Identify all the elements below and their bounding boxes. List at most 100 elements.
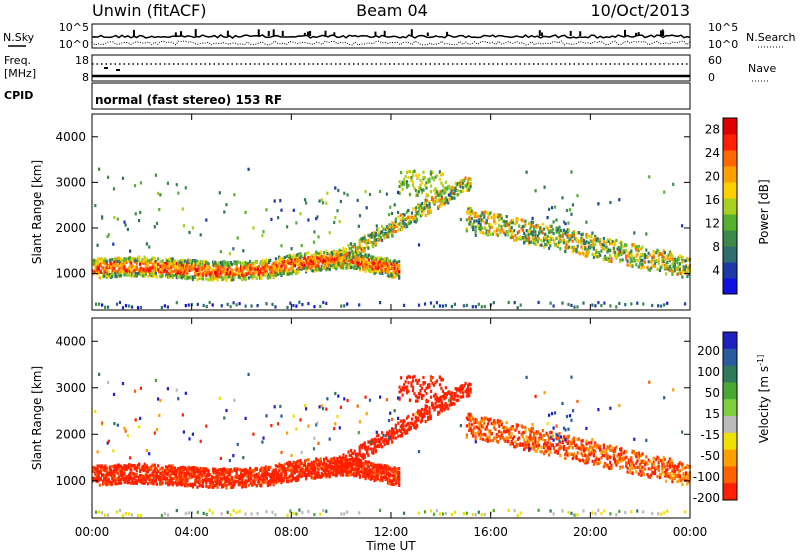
echo-cell (153, 431, 156, 435)
echo-cell (124, 223, 127, 227)
echo-cell (373, 444, 376, 448)
echo-cell (319, 459, 322, 463)
echo-cell (366, 264, 369, 268)
echo-cell (144, 472, 147, 476)
echo-cell (569, 237, 572, 241)
echo-cell (251, 469, 254, 473)
echo-cell (391, 223, 394, 228)
echo-cell (393, 259, 396, 263)
echo-cell (356, 250, 359, 254)
echo-cell (187, 303, 190, 307)
echo-cell (389, 265, 392, 269)
echo-cell (401, 217, 404, 221)
echo-cell (294, 269, 298, 273)
echo-cell (440, 172, 443, 176)
echo-cell (216, 278, 219, 282)
echo-cell (465, 188, 468, 192)
echo-cell (422, 175, 425, 179)
echo-cell (327, 470, 330, 474)
echo-cell (496, 228, 500, 232)
echo-cell (640, 252, 643, 256)
echo-cell (105, 268, 108, 272)
echo-cell (199, 266, 202, 270)
echo-cell (190, 276, 193, 280)
echo-cell (189, 467, 192, 472)
echo-cell (277, 265, 280, 269)
echo-cell (564, 222, 567, 226)
echo-cell (289, 461, 292, 465)
echo-cell (131, 464, 134, 468)
echo-cell (490, 225, 493, 229)
echo-cell (428, 177, 431, 181)
echo-cell (671, 262, 674, 266)
echo-cell (269, 483, 272, 487)
echo-cell (99, 466, 102, 470)
echo-cell (215, 275, 218, 279)
echo-cell (229, 305, 232, 309)
echo-cell (367, 465, 370, 469)
echo-cell (339, 199, 342, 204)
echo-cell (609, 304, 612, 308)
echo-cell (105, 259, 108, 263)
echo-cell (214, 484, 217, 488)
echo-cell (153, 266, 156, 270)
echo-cell (377, 227, 380, 231)
echo-cell (197, 261, 200, 266)
echo-cell (342, 453, 345, 457)
echo-cell (374, 233, 377, 237)
echo-cell (533, 227, 536, 231)
echo-cell (455, 183, 458, 187)
echo-cell (381, 258, 384, 262)
echo-cell (580, 237, 583, 241)
echo-cell (273, 271, 276, 275)
echo-cell (603, 301, 606, 305)
echo-cell (633, 231, 636, 235)
echo-cell (123, 471, 126, 475)
echo-cell (366, 471, 369, 475)
echo-cell (318, 257, 321, 261)
y-tick-label: 4000 (55, 130, 86, 144)
echo-cell (141, 260, 144, 264)
echo-cell (362, 246, 365, 250)
echo-cell (274, 305, 277, 309)
echo-cell (187, 262, 190, 266)
echo-cell (246, 264, 249, 268)
echo-cell (438, 304, 441, 308)
echo-cell (678, 262, 681, 266)
echo-cell (181, 266, 184, 270)
echo-cell (280, 471, 283, 475)
echo-cell (388, 419, 391, 423)
echo-cell (129, 464, 132, 468)
echo-cell (343, 460, 346, 464)
power-ylabel: Slant Range [km] (30, 160, 44, 264)
echo-cell (606, 250, 609, 254)
echo-cell (687, 272, 690, 276)
echo-cell (183, 259, 187, 263)
echo-cell (551, 206, 554, 210)
echo-cell (442, 200, 445, 204)
echo-cell (641, 262, 644, 266)
echo-cell (194, 471, 197, 475)
echo-cell (266, 482, 270, 487)
echo-cell (232, 275, 235, 279)
echo-cell (113, 263, 116, 267)
echo-cell (403, 213, 406, 217)
echo-cell (135, 261, 138, 265)
echo-cell (176, 269, 179, 273)
echo-cell (504, 220, 507, 224)
echo-cell (371, 269, 374, 273)
echo-cell (316, 470, 319, 475)
echo-cell (318, 199, 321, 203)
echo-cell (609, 249, 612, 253)
echo-cell (331, 472, 335, 476)
echo-cell (207, 469, 210, 473)
echo-cell (335, 474, 338, 478)
echo-cell (331, 467, 335, 471)
echo-cell (196, 302, 199, 306)
echo-cell (585, 236, 588, 240)
echo-cell (261, 466, 264, 470)
echo-cell (445, 198, 448, 202)
echo-cell (566, 246, 569, 250)
echo-cell (284, 263, 288, 267)
echo-cell (107, 275, 110, 279)
